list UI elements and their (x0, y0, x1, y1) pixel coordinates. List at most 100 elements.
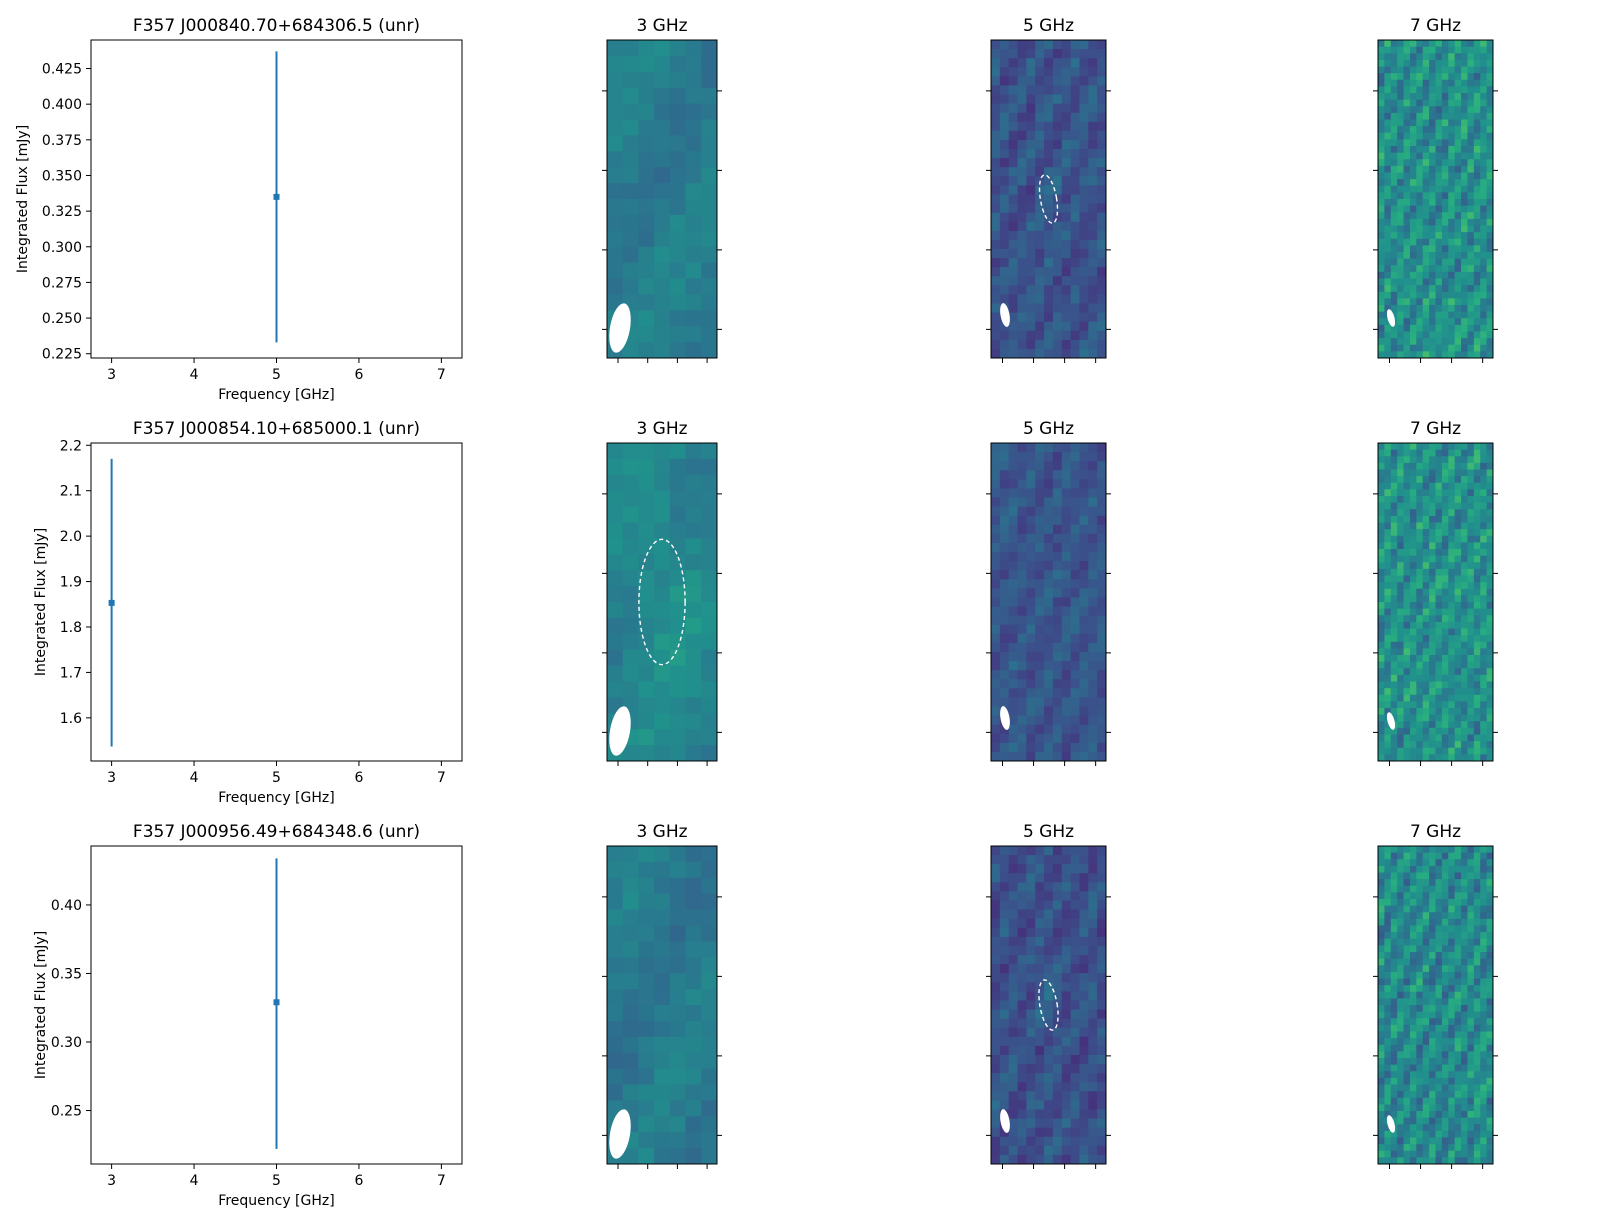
image-pixel (1052, 615, 1063, 626)
image-pixel (1473, 185, 1481, 193)
image-pixel (1017, 67, 1027, 77)
image-pixel (1467, 476, 1475, 484)
image-pixel (1044, 1064, 1054, 1074)
image-pixel (1088, 1100, 1098, 1111)
image-pixel (1390, 905, 1398, 913)
image-pixel (1008, 570, 1019, 580)
image-pixel (1441, 542, 1449, 550)
image-pixel (991, 1027, 1001, 1038)
image-pixel (1467, 582, 1475, 590)
image-pixel (1378, 1064, 1385, 1072)
image-pixel (1026, 1118, 1036, 1129)
image-pixel (1441, 958, 1449, 966)
image-pixel (1008, 1082, 1019, 1092)
image-pixel (1008, 121, 1019, 132)
image-pixel (1467, 879, 1475, 887)
image-pixels (607, 443, 717, 761)
image-pixel (1416, 1038, 1424, 1046)
image-pixel (622, 745, 640, 761)
image-pixel (1026, 542, 1036, 553)
image-pixel (1467, 1144, 1475, 1152)
image-pixel (1052, 221, 1063, 232)
image-pixel (1061, 542, 1072, 553)
image-pixel (638, 55, 655, 73)
image-pixel (1378, 985, 1385, 993)
image-pixel (1079, 945, 1089, 956)
image-pixel (1467, 271, 1475, 280)
image-pixel (1403, 225, 1411, 233)
image-pixel (1448, 568, 1456, 577)
image-pixel (1384, 1064, 1392, 1072)
image-pixel (701, 1052, 717, 1070)
image-pixel (1070, 488, 1081, 499)
image-pixel (1061, 955, 1072, 965)
image-pixel (1486, 443, 1493, 451)
image-pixel (1480, 456, 1488, 464)
image-pixel (1035, 751, 1045, 761)
image-pixel (1384, 575, 1392, 583)
image-pixel (1035, 724, 1045, 735)
image-pixel (1416, 945, 1424, 953)
image-pixel (1088, 1054, 1098, 1065)
image-pixel (1070, 294, 1081, 305)
image-pixel (1017, 112, 1027, 123)
image-pixel (1429, 846, 1437, 854)
image-pixel (1097, 49, 1106, 59)
image-pixel (1026, 267, 1036, 277)
image-pixel (1390, 615, 1398, 623)
image-pixel (1061, 552, 1072, 562)
image-pixel (607, 989, 624, 1006)
image-pixel (1088, 506, 1098, 517)
image-pixel (1461, 53, 1469, 61)
image-pixel (685, 633, 702, 651)
image-pixel (1409, 721, 1417, 729)
image-pixel (1480, 872, 1488, 880)
image-pixel (1052, 633, 1063, 644)
image-pixel (1384, 588, 1392, 596)
image-pixel (1461, 278, 1469, 286)
image-pixel (1035, 203, 1045, 214)
image-pixel (1052, 303, 1063, 314)
image-pixel (1454, 1124, 1462, 1132)
image-pixel (1070, 1100, 1081, 1111)
image-pixel (1409, 727, 1417, 736)
image-pixel (1461, 139, 1469, 147)
image-pixel (1088, 321, 1098, 332)
image-pixel (1473, 952, 1481, 960)
image-pixel (1416, 1011, 1424, 1019)
image-pixel (1052, 706, 1063, 717)
image-pixel (1035, 49, 1045, 59)
image-pixel (1441, 648, 1449, 656)
image-pixel (1473, 1130, 1481, 1139)
image-pixel (1454, 655, 1462, 663)
image-pixel (1378, 568, 1385, 577)
image-pixel (1435, 291, 1443, 299)
image-pixel (654, 458, 671, 476)
image-pixel (999, 1154, 1010, 1164)
image-pixel (1467, 608, 1475, 616)
image-pixel (685, 1068, 702, 1086)
image-pixel (1035, 258, 1045, 268)
image-pixel (1044, 1073, 1054, 1083)
image-pixel (1441, 502, 1449, 510)
image-pixel (1026, 248, 1036, 259)
image-pixel (1448, 1144, 1456, 1152)
image-pixel (1429, 621, 1437, 630)
image-pixel (1378, 674, 1385, 683)
image-pixel (1008, 443, 1019, 453)
image-pixel (1441, 449, 1449, 457)
image-pixel (1026, 1054, 1036, 1065)
image-pixel (1008, 742, 1019, 753)
image-pixel (1088, 303, 1098, 314)
image-pixel (991, 479, 1001, 490)
image-pixel (1384, 912, 1392, 920)
image-pixel (1409, 846, 1417, 854)
image-pixel (1448, 734, 1456, 742)
image-pixel (1008, 497, 1019, 508)
image-pixel (1070, 112, 1081, 123)
image-pixel (1467, 1044, 1475, 1052)
image-pixel (1461, 542, 1469, 550)
image-pixel (1409, 714, 1417, 722)
image-pixel (1467, 291, 1475, 299)
image-pixel (1416, 628, 1424, 636)
